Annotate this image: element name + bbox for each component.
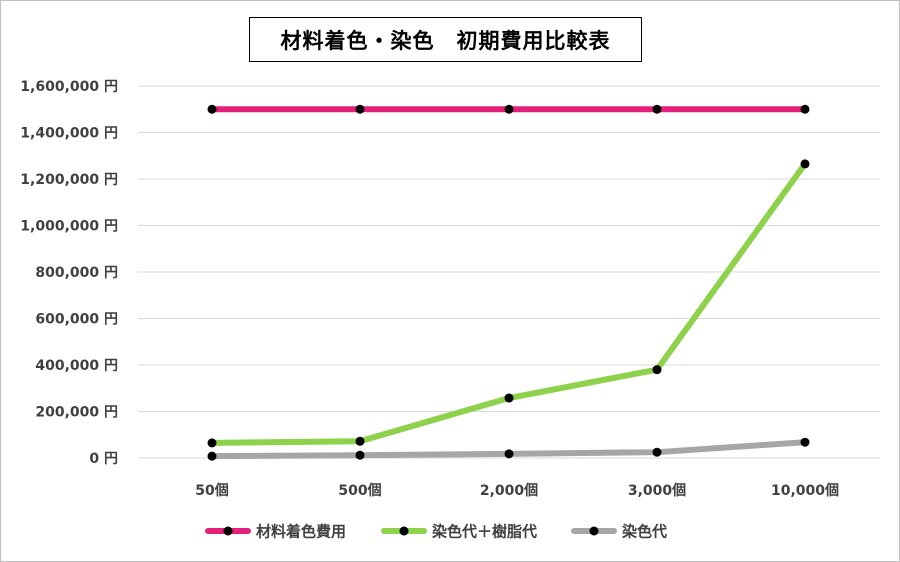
y-axis-ticks: 0 円 200,000 円 400,000 円 600,000 円 800,000 円 1…	[20, 79, 118, 467]
data-point	[652, 104, 662, 114]
x-tick-label: 50個	[195, 482, 228, 499]
data-point	[355, 104, 365, 114]
x-tick-label: 500個	[338, 482, 381, 499]
y-tick-label: 400,000 円	[35, 358, 118, 374]
legend-label: 染色代＋樹脂代	[431, 523, 537, 541]
legend-marker	[399, 526, 409, 536]
chart-title: 材料着色・染色 初期費用比較表	[249, 17, 642, 62]
data-point	[800, 104, 810, 114]
y-tick-label: 1,000,000 円	[20, 219, 118, 235]
series-group	[207, 104, 810, 461]
data-point	[652, 447, 662, 457]
legend-marker	[223, 526, 233, 536]
y-tick-label: 1,400,000 円	[20, 126, 118, 142]
grid-lines	[138, 85, 880, 459]
y-tick-label: 600,000 円	[35, 312, 118, 328]
data-point	[504, 104, 514, 114]
y-tick-label: 1,600,000 円	[20, 79, 118, 95]
x-axis-ticks: 50個 500個 2,000個 3,000個 10,000個	[195, 482, 839, 499]
legend-label: 材料着色費用	[256, 523, 346, 541]
y-tick-label: 1,200,000 円	[20, 172, 118, 188]
data-point	[207, 438, 217, 448]
y-tick-label: 800,000 円	[35, 265, 118, 281]
data-point	[355, 450, 365, 460]
legend-marker	[589, 526, 599, 536]
legend: 材料着色費用 染色代＋樹脂代 染色代	[205, 523, 667, 541]
data-point	[504, 449, 514, 459]
x-tick-label: 2,000個	[480, 482, 538, 499]
data-point	[504, 393, 514, 403]
legend-label: 染色代	[621, 523, 667, 541]
data-point	[652, 365, 662, 375]
y-tick-label: 0 円	[89, 451, 118, 467]
data-point	[355, 436, 365, 446]
y-tick-label: 200,000 円	[35, 405, 118, 421]
data-point	[207, 104, 217, 114]
x-tick-label: 10,000個	[771, 482, 839, 499]
data-point	[800, 437, 810, 447]
data-point	[207, 451, 217, 461]
data-point	[800, 159, 810, 169]
x-tick-label: 3,000個	[628, 482, 686, 499]
